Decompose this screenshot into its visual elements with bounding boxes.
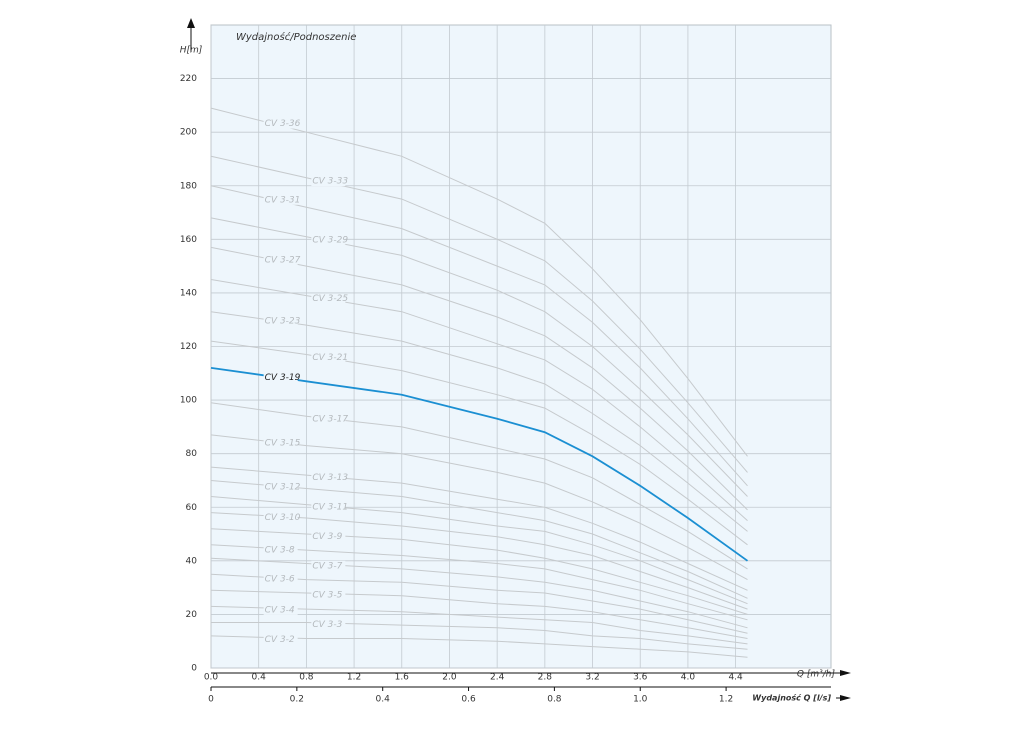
- y-tick-label: 60: [186, 503, 198, 513]
- curves: [210, 107, 749, 658]
- curve-label: CV 3-4: [265, 605, 295, 615]
- x2-tick-label: 1.0: [633, 695, 648, 705]
- curve-label-bg: [263, 481, 298, 492]
- curve-label: CV 3-13: [312, 473, 348, 483]
- curve-label-bg: [263, 316, 298, 327]
- x2-tick-label: 1.2: [719, 695, 733, 705]
- curve-label-bg: [263, 544, 298, 555]
- curve-label-bg: [311, 590, 346, 601]
- curve-label: CV 3-12: [265, 482, 301, 492]
- x-tick-label: 2.4: [490, 673, 505, 683]
- x-tick-label: 1.2: [347, 673, 361, 683]
- x-tick-label: 0.0: [204, 673, 219, 683]
- curve: [210, 185, 748, 487]
- chart-title: Wydajność/Podnoszenie: [236, 31, 356, 43]
- curve-labels: CV 3-2 CV 3-3 CV 3-4 CV 3-5 CV 3-6 CV 3-7 CV 3…: [263, 118, 348, 645]
- curve-label-bg: [311, 619, 346, 630]
- curve: [210, 107, 748, 457]
- x2-tick-label: 0.6: [461, 695, 476, 705]
- curve-label-bg: [311, 293, 346, 304]
- x-tick-label: 0.8: [299, 673, 314, 683]
- curve-label: CV 3-11: [312, 503, 348, 513]
- curve: [210, 311, 748, 532]
- y-tick-label: 100: [180, 396, 197, 406]
- curve: [210, 480, 748, 599]
- y-tick-label: 40: [186, 556, 198, 566]
- curve-label-bg: [263, 254, 298, 265]
- curve-label: CV 3-8: [265, 545, 295, 555]
- curve-label-bg: [311, 234, 346, 245]
- y-tick-label: 160: [180, 235, 197, 245]
- curve-label-bg: [311, 472, 346, 483]
- y-tick-label: 140: [180, 288, 197, 298]
- x2-tick-label: 0: [208, 695, 214, 705]
- curve-label: CV 3-27: [265, 255, 301, 265]
- x2-tick-label: 0.8: [547, 695, 562, 705]
- curve-label-bg: [311, 560, 346, 571]
- curve-label: CV 3-25: [312, 294, 348, 304]
- curve-label: CV 3-17: [312, 414, 348, 424]
- curve-label: CV 3-36: [265, 119, 301, 129]
- curve: [210, 605, 748, 645]
- curve-label: CV 3-3: [312, 620, 342, 630]
- curve: [210, 544, 748, 621]
- x-axis-arrowhead: [840, 670, 851, 676]
- curve-label: CV 3-6: [265, 575, 295, 585]
- curve-label-bg: [263, 604, 298, 615]
- curve-label: CV 3-19: [265, 373, 301, 383]
- y-tick-label: 0: [191, 664, 197, 674]
- curve-label-bg: [263, 437, 298, 448]
- y-axis-label: H[m]: [180, 46, 203, 56]
- curve-label-bg: [311, 531, 346, 542]
- curve-label: CV 3-33: [312, 177, 348, 187]
- curve-label: CV 3-31: [265, 195, 301, 205]
- curve-label: CV 3-9: [312, 532, 342, 542]
- curve: [210, 635, 748, 658]
- curve: [210, 367, 749, 562]
- y-tick-label: 200: [180, 128, 197, 138]
- curve-label: CV 3-21: [312, 353, 348, 363]
- curve-label: CV 3-10: [265, 513, 301, 523]
- curve: [210, 246, 748, 511]
- curve-label: CV 3-5: [312, 591, 342, 601]
- x-tick-label: 4.0: [681, 673, 696, 683]
- x2-tick-label: 0.4: [376, 695, 391, 705]
- curve-label-bg: [311, 413, 346, 424]
- curve-label-bg: [263, 574, 298, 585]
- y-tick-label: 20: [186, 610, 198, 620]
- x-tick-label: 3.6: [633, 673, 648, 683]
- y-tick-label: 220: [180, 74, 197, 84]
- x-tick-label: 4.4: [728, 673, 743, 683]
- x-tick-label: 2.8: [538, 673, 553, 683]
- y-tick-label: 80: [186, 449, 198, 459]
- x-tick-label: 2.0: [442, 673, 457, 683]
- curve-label: CV 3-2: [265, 635, 295, 645]
- curve-label-bg: [263, 118, 298, 129]
- y-axis-arrowhead: [187, 18, 195, 28]
- x-tick-label: 0.4: [252, 673, 267, 683]
- x2-axis-label: Wydajność Q [l/s]: [752, 693, 831, 703]
- y-tick-label: 180: [180, 181, 197, 191]
- curve-label-bg: [311, 176, 346, 187]
- x2-tick-label: 0.2: [290, 695, 304, 705]
- curve-label: CV 3-29: [312, 235, 348, 245]
- x-tick-label: 3.2: [585, 673, 599, 683]
- x-tick-label: 1.6: [395, 673, 410, 683]
- curve-label-bg: [263, 372, 298, 383]
- curve-label: CV 3-15: [265, 438, 301, 448]
- x-axis-label: Q [m³/h]: [797, 670, 836, 680]
- curve: [210, 512, 748, 610]
- y-tick-label: 120: [180, 342, 197, 352]
- curve-label: CV 3-23: [265, 317, 301, 327]
- x2-axis-arrowhead: [840, 695, 851, 701]
- curve-label: CV 3-7: [312, 561, 342, 571]
- curve-label-bg: [263, 512, 298, 523]
- curve: [210, 434, 748, 581]
- curve-label-bg: [263, 634, 298, 645]
- curve-label-bg: [263, 194, 298, 205]
- curve-label-bg: [311, 352, 346, 363]
- curve: [210, 573, 748, 634]
- curve-label-bg: [311, 502, 346, 513]
